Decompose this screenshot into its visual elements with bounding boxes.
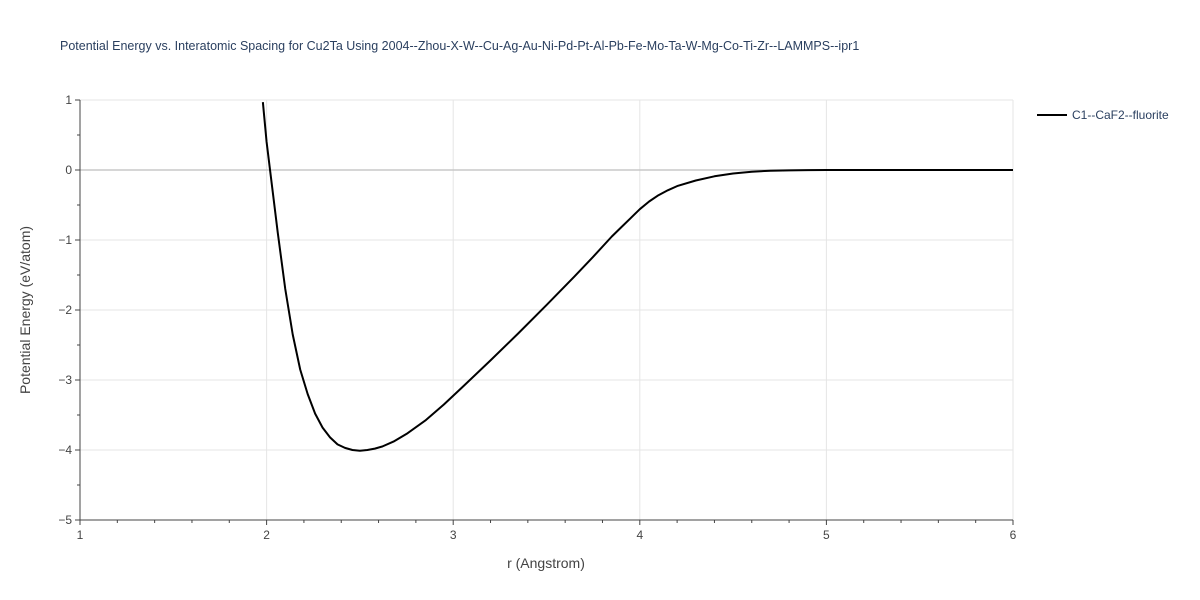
x-axis-ticks: 1 2 3 4 5 6 <box>77 520 1017 542</box>
y-axis-label: Potential Energy (eV/atom) <box>17 226 33 394</box>
grid <box>80 99 1014 520</box>
legend-label: C1--CaF2--fluorite <box>1072 108 1169 122</box>
series-group <box>261 102 1013 452</box>
x-tick-label: 1 <box>77 528 84 542</box>
x-tick-label: 2 <box>263 528 270 542</box>
x-tick-label: 6 <box>1010 528 1017 542</box>
series-line[interactable] <box>261 102 1013 452</box>
x-tick-label: 5 <box>823 528 830 542</box>
x-tick-label: 3 <box>450 528 457 542</box>
x-tick-label: 4 <box>636 528 643 542</box>
y-tick-label: −3 <box>58 373 72 387</box>
y-tick-label: −1 <box>58 233 72 247</box>
y-tick-label: 0 <box>65 163 72 177</box>
chart-title: Potential Energy vs. Interatomic Spacing… <box>60 39 859 53</box>
y-tick-label: −5 <box>58 513 72 527</box>
y-tick-label: 1 <box>65 93 72 107</box>
y-axis-ticks: 1 0 −1 −2 −3 −4 −5 <box>58 93 80 527</box>
y-tick-label: −2 <box>58 303 72 317</box>
y-tick-label: −4 <box>58 443 72 457</box>
legend[interactable]: C1--CaF2--fluorite <box>1037 108 1169 122</box>
x-axis-label: r (Angstrom) <box>507 555 585 571</box>
